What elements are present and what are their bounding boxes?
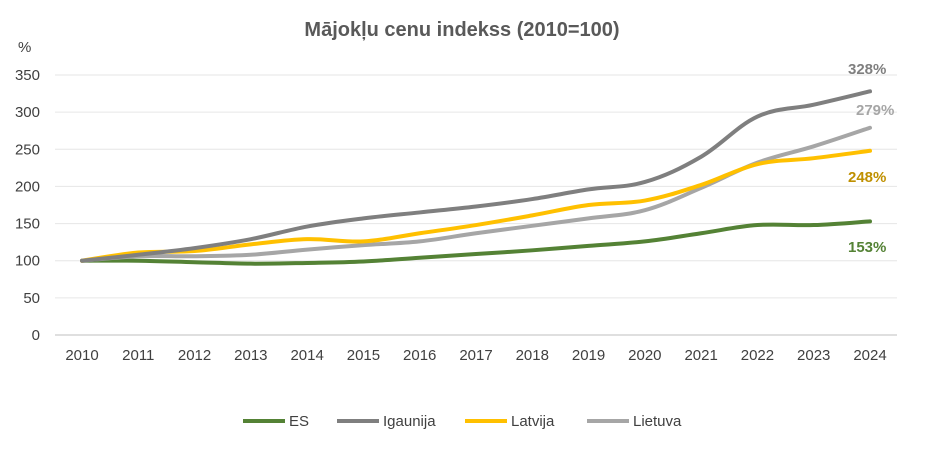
series-lines [80, 89, 872, 266]
x-tick-label: 2023 [797, 347, 830, 364]
y-tick-label: 200 [15, 178, 40, 195]
y-tick-label: 100 [15, 253, 40, 270]
x-tick-label: 2021 [684, 347, 717, 364]
series-line-latvija [80, 148, 872, 263]
y-tick-label: 350 [15, 67, 40, 84]
legend-label-igaunija: Igaunija [383, 413, 436, 430]
x-axis-ticks: 2010 2011 2012 2013 2014 2015 2016 2017 2018 2019… [65, 347, 886, 364]
x-tick-label: 2018 [516, 347, 549, 364]
x-tick-label: 2019 [572, 347, 605, 364]
x-tick-label: 2016 [403, 347, 436, 364]
end-label-igaunija: 328% [848, 61, 886, 78]
x-tick-label: 2013 [234, 347, 267, 364]
y-tick-label: 250 [15, 141, 40, 158]
y-tick-label: 300 [15, 104, 40, 121]
y-tick-label: 0 [32, 327, 40, 344]
x-tick-label: 2024 [853, 347, 886, 364]
legend: ES Igaunija Latvija Lietuva [243, 413, 682, 430]
end-labels: 153% 328% 248% 279% [848, 61, 894, 256]
series-line-es [80, 219, 872, 266]
y-axis-unit: % [18, 39, 31, 56]
y-tick-label: 50 [23, 290, 40, 307]
y-axis-ticks: 0 50 100 150 200 250 300 350 [15, 67, 40, 344]
legend-label-lietuva: Lietuva [633, 413, 682, 430]
legend-label-es: ES [289, 413, 309, 430]
x-tick-label: 2010 [65, 347, 98, 364]
x-tick-label: 2012 [178, 347, 211, 364]
x-tick-label: 2022 [741, 347, 774, 364]
x-tick-label: 2011 [122, 347, 154, 364]
end-label-latvija: 248% [848, 169, 886, 186]
end-label-es: 153% [848, 239, 886, 256]
legend-label-latvija: Latvija [511, 413, 555, 430]
y-tick-label: 150 [15, 216, 40, 233]
x-tick-label: 2020 [628, 347, 661, 364]
chart-title: Mājokļu cenu indekss (2010=100) [304, 19, 619, 41]
end-label-lietuva: 279% [856, 102, 894, 119]
series-line-lietuva [80, 125, 872, 263]
series-line-igaunija [80, 89, 872, 263]
x-tick-label: 2014 [290, 347, 323, 364]
x-tick-label: 2015 [347, 347, 380, 364]
x-tick-label: 2017 [459, 347, 492, 364]
